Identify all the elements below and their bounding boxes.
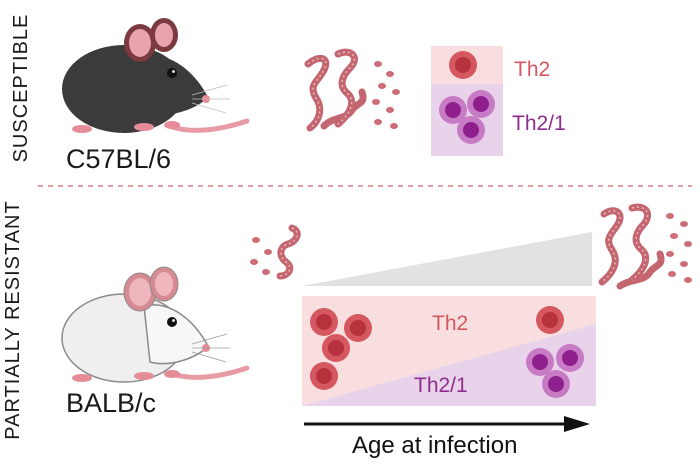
- black-mouse-icon: [62, 18, 250, 133]
- cell-panel-bottom: [302, 296, 596, 406]
- worm-small-bottom: [250, 224, 301, 280]
- axis-label-age: Age at infection: [352, 432, 518, 459]
- worm-cluster-top: [304, 48, 400, 132]
- white-mouse-icon: [61, 266, 250, 383]
- cell-label-th21-top: Th2/1: [512, 112, 566, 135]
- strain-label-balbc: BALB/c: [66, 388, 157, 418]
- cell-label-th2-bottom: Th2: [432, 312, 469, 335]
- cell-label-th21-bottom: Th2/1: [414, 374, 468, 397]
- strain-label-c57bl6: C57BL/6: [66, 144, 172, 174]
- cell-panel-top: [431, 46, 503, 156]
- worm-cluster-bottom: [598, 203, 692, 290]
- age-wedge: [302, 232, 592, 286]
- cell-label-th2-top: Th2: [514, 58, 551, 81]
- arrow-icon: [304, 416, 590, 432]
